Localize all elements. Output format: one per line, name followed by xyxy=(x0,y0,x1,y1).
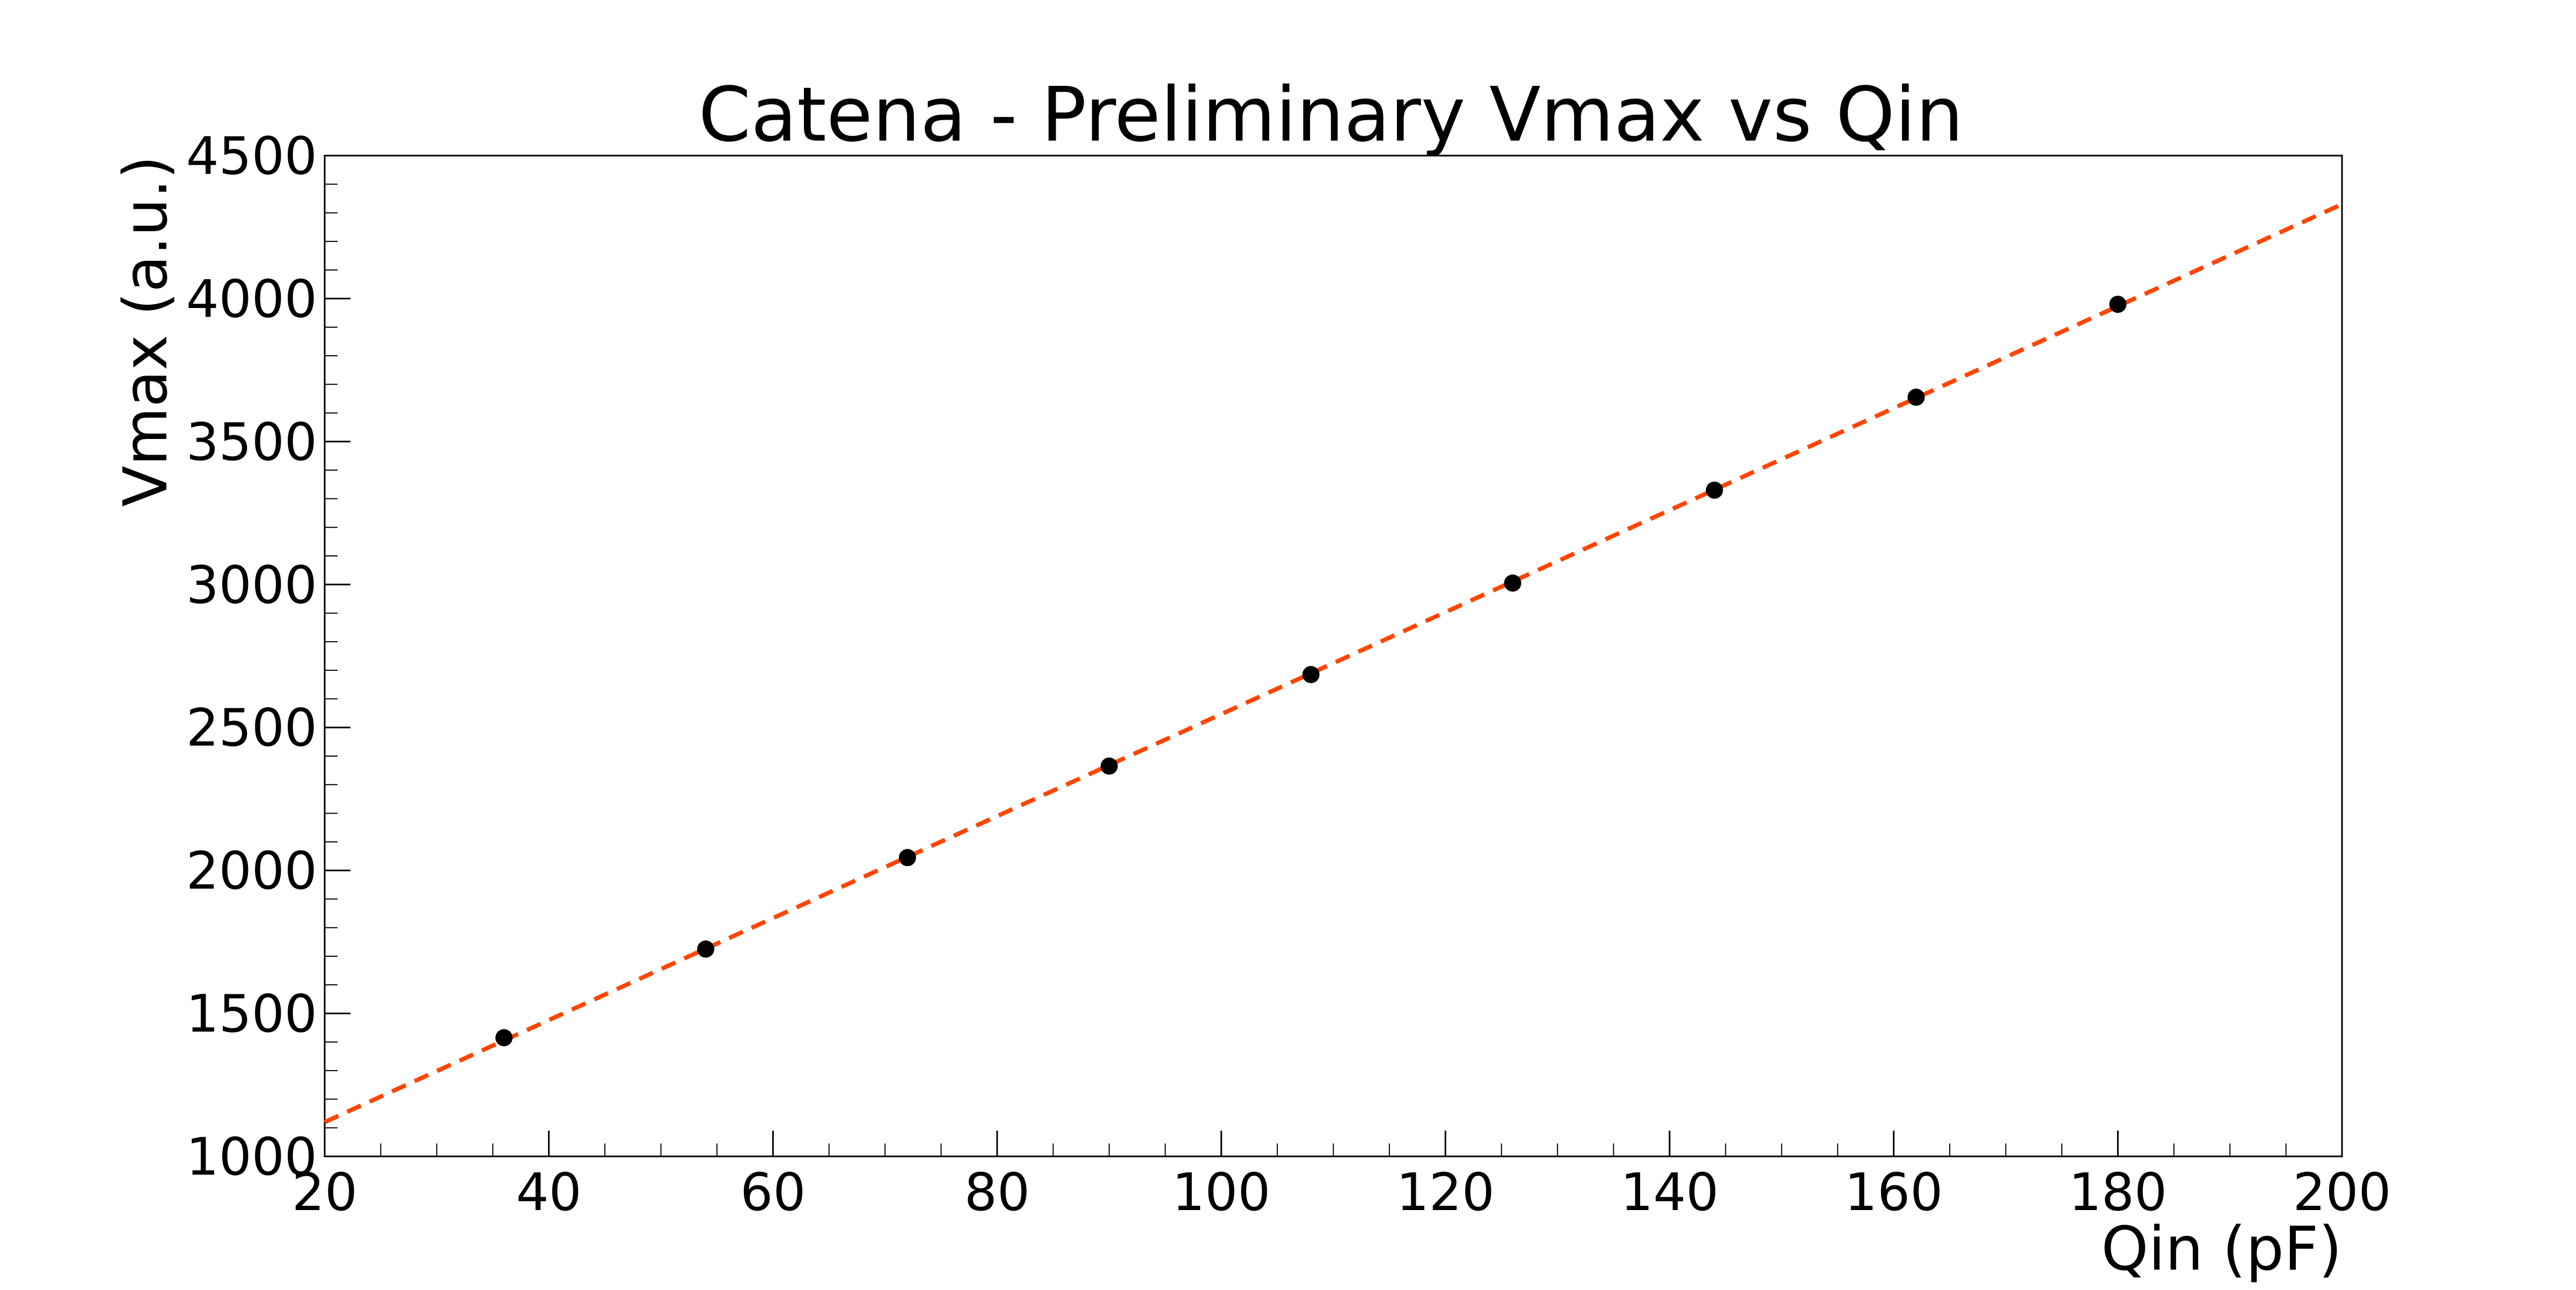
y-tick-label: 4500 xyxy=(186,126,317,186)
data-point xyxy=(1302,666,1320,684)
data-point xyxy=(697,940,715,958)
x-tick-label: 80 xyxy=(964,1162,1030,1222)
x-tick-label: 120 xyxy=(1396,1162,1495,1222)
x-tick-label: 20 xyxy=(292,1162,357,1222)
x-tick-label: 100 xyxy=(1172,1162,1270,1222)
fit-line xyxy=(324,202,2343,1124)
data-point xyxy=(898,849,916,867)
data-point xyxy=(495,1029,513,1046)
plot-area: 20 40 60 80 100 120 140 160 180 200 1000 1500 2000 25… xyxy=(186,126,2391,1222)
x-tick-label: 160 xyxy=(1845,1162,1943,1222)
y-tick-label: 1500 xyxy=(186,984,317,1044)
plot-frame xyxy=(324,155,2343,1157)
y-tick-label: 4000 xyxy=(186,269,317,329)
data-point xyxy=(1706,481,1723,499)
data-point xyxy=(2109,296,2127,313)
data-point xyxy=(1907,389,1925,406)
x-tick-label: 200 xyxy=(2293,1162,2391,1222)
x-tick-label: 40 xyxy=(516,1162,582,1222)
y-tick-label: 2000 xyxy=(186,841,317,901)
y-axis-title: Vmax (a.u.) xyxy=(111,156,181,507)
x-tick-label: 180 xyxy=(2069,1162,2167,1222)
chart-title: Catena - Preliminary Vmax vs Qin xyxy=(698,71,1963,159)
y-tick-label: 2500 xyxy=(186,698,317,758)
y-tick-label: 1000 xyxy=(186,1127,317,1187)
x-axis-title: Qin (pF) xyxy=(2101,1214,2342,1284)
y-tick-label: 3500 xyxy=(186,412,317,472)
x-tick-label: 140 xyxy=(1620,1162,1718,1222)
x-tick-label: 60 xyxy=(740,1162,806,1222)
y-tick-label: 3000 xyxy=(186,555,317,615)
data-point xyxy=(1100,757,1118,775)
data-point xyxy=(1504,574,1521,592)
